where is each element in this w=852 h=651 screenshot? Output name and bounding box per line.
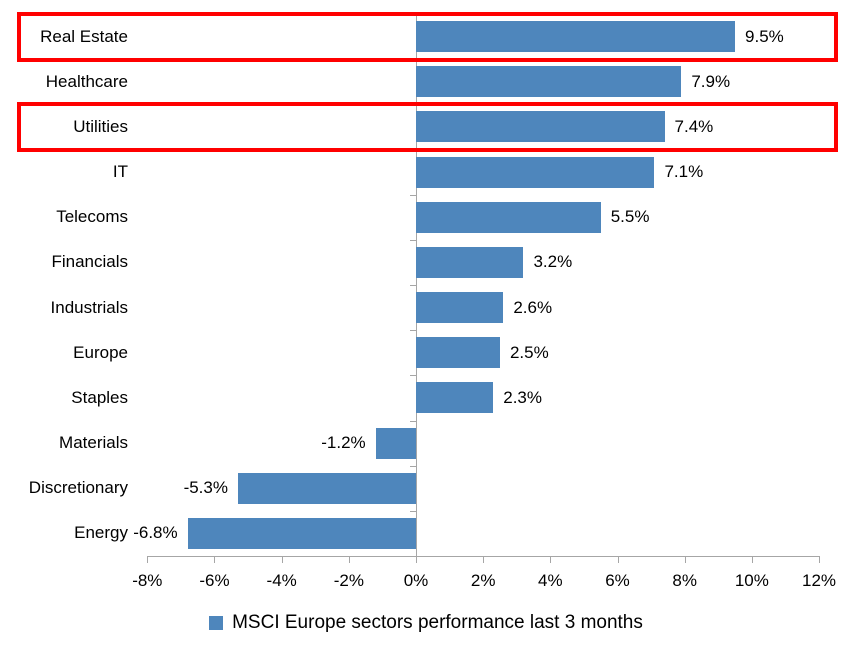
category-axis-tick: [410, 194, 416, 196]
x-axis-tick: [617, 556, 619, 563]
value-label: 5.5%: [610, 207, 650, 227]
category-label: Financials: [51, 252, 128, 272]
x-tick-label: -4%: [266, 571, 297, 590]
category-label: Healthcare: [45, 71, 128, 91]
x-axis-tick: [214, 556, 216, 563]
category-axis-tick: [410, 465, 416, 467]
x-tick-label: 6%: [605, 571, 630, 590]
category-axis-line: [416, 14, 417, 556]
bar: [416, 201, 601, 233]
x-tick-label: 10%: [734, 571, 769, 590]
x-tick-label: 0%: [403, 571, 429, 590]
bar: [416, 292, 504, 324]
bar: [187, 517, 416, 549]
value-label: -5.3%: [183, 478, 228, 498]
x-axis-tick: [348, 556, 350, 563]
value-label: 2.6%: [513, 297, 553, 317]
x-axis-line: [147, 556, 819, 557]
x-tick-label: 8%: [672, 571, 697, 590]
category-label: Discretionary: [28, 478, 128, 498]
category-axis-tick: [410, 330, 416, 332]
category-label: Utilities: [73, 116, 128, 136]
x-axis-tick: [281, 556, 283, 563]
category-axis-tick: [410, 239, 416, 241]
category-label: Telecoms: [56, 207, 128, 227]
x-axis-tick: [550, 556, 552, 563]
legend: MSCI Europe sectors performance last 3 m…: [0, 608, 852, 638]
legend-square-icon: [209, 616, 224, 630]
category-axis-tick: [410, 375, 416, 377]
highlight-box: [17, 12, 838, 62]
x-axis-tick: [684, 556, 686, 563]
x-tick-label: 2%: [470, 571, 496, 590]
x-axis-tick: [751, 556, 753, 563]
x-axis-tick: [416, 556, 417, 563]
x-axis-tick: [819, 556, 821, 563]
x-tick-label: 4%: [538, 571, 563, 590]
value-label: 7.4%: [674, 116, 714, 136]
category-label: Energy: [74, 523, 128, 543]
bar: [416, 66, 682, 98]
value-label: 3.2%: [533, 252, 573, 272]
legend-label: MSCI Europe sectors performance last 3 m…: [232, 612, 643, 633]
value-label: 2.3%: [503, 387, 542, 407]
bar: [416, 21, 736, 53]
category-label: IT: [112, 162, 128, 182]
bar: [416, 246, 524, 278]
bar: [416, 156, 655, 188]
value-label: 2.5%: [509, 342, 549, 362]
x-tick-label: -2%: [333, 571, 364, 590]
category-axis-tick: [410, 420, 416, 422]
bar: [416, 111, 665, 143]
bar: [375, 427, 416, 459]
bar: [237, 472, 416, 504]
category-label: Europe: [73, 342, 128, 362]
category-label: Industrials: [50, 297, 128, 317]
category-axis-tick: [410, 510, 416, 512]
x-tick-label: -8%: [132, 571, 163, 590]
highlight-box: [17, 102, 838, 152]
category-label: Staples: [71, 387, 128, 407]
category-label: Materials: [59, 433, 128, 453]
x-tick-label: -6%: [199, 571, 230, 590]
value-label: -1.2%: [321, 433, 366, 453]
value-label: 7.9%: [691, 71, 731, 91]
x-axis-tick: [147, 556, 149, 563]
category-label: Real Estate: [40, 26, 128, 46]
category-axis-tick: [410, 285, 416, 286]
value-label: -6.8%: [133, 523, 178, 543]
bar: [416, 337, 500, 369]
value-label: 7.1%: [664, 162, 704, 182]
x-axis-tick: [483, 556, 485, 563]
x-tick-label: 12%: [802, 571, 837, 590]
bar: [416, 382, 494, 414]
value-label: 9.5%: [745, 26, 784, 46]
